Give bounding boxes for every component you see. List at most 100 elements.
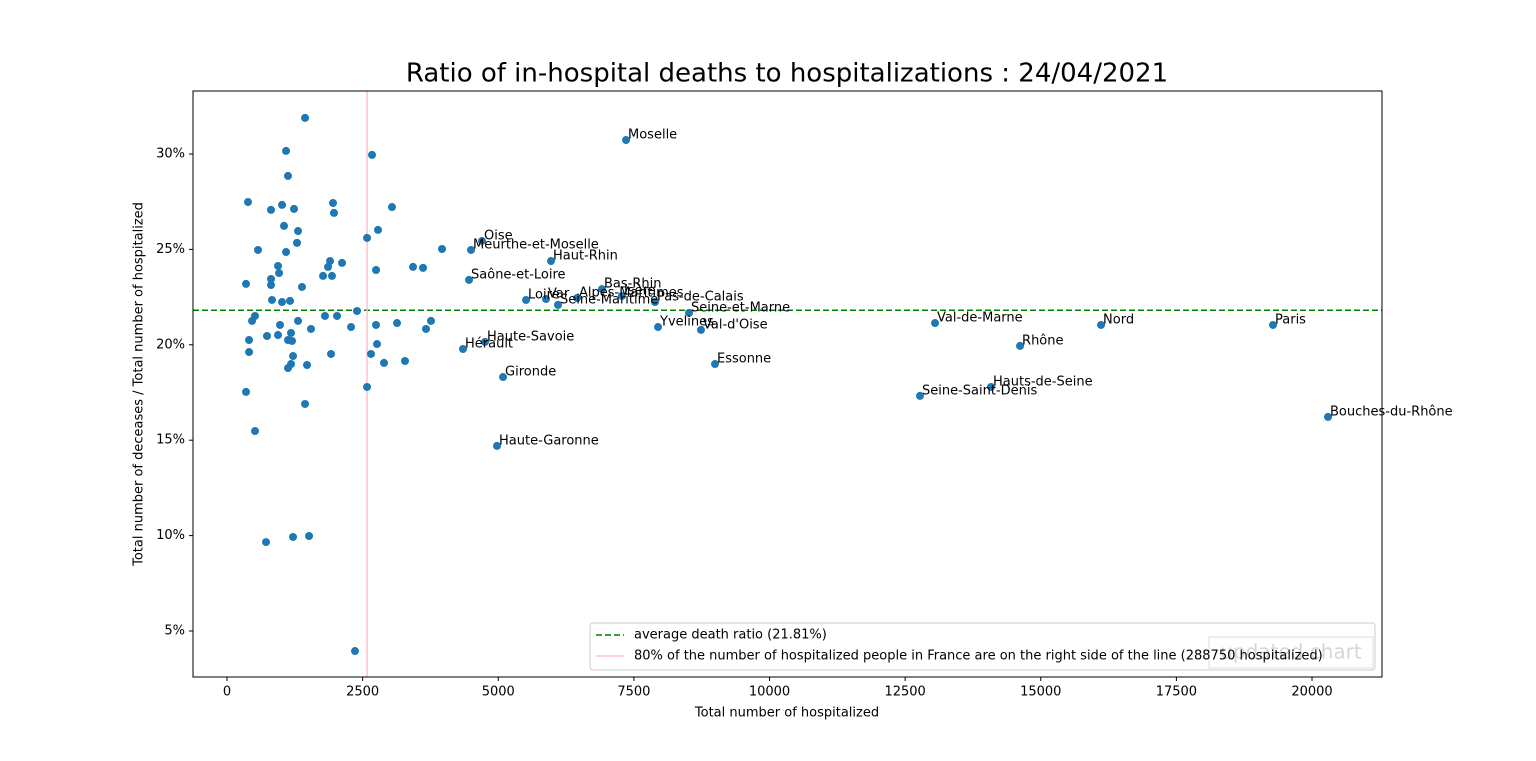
point-label: Seine-Maritime <box>560 292 658 307</box>
point <box>401 357 410 366</box>
point <box>654 323 663 332</box>
point <box>301 113 310 122</box>
y-tick-label: 20% <box>156 337 185 352</box>
point-label: Val-de-Marne <box>937 311 1023 326</box>
point-label: Haute-Garonne <box>499 433 599 448</box>
point <box>274 331 283 340</box>
point <box>481 337 490 346</box>
point <box>329 208 338 217</box>
legend-label: average death ratio (21.81%) <box>634 628 827 643</box>
point <box>372 320 381 329</box>
x-tick-label: 7500 <box>617 685 650 700</box>
point <box>289 532 298 541</box>
point <box>327 271 336 280</box>
point <box>283 364 292 373</box>
point <box>477 236 486 245</box>
point <box>333 311 342 320</box>
plot-frame <box>192 90 1383 678</box>
x-tick-label: 2500 <box>346 685 379 700</box>
x-axis-label: Total number of hospitalized <box>694 706 879 721</box>
y-axis-label: Total number of deceases / Total number … <box>132 202 147 567</box>
point-label: Seine-Saint-Denis <box>922 383 1038 398</box>
point-label: Haut-Rhin <box>553 249 618 264</box>
y-tick-label: 10% <box>156 528 185 543</box>
point-label: Val-d'Oise <box>703 317 768 332</box>
point <box>324 262 333 271</box>
point <box>267 205 276 214</box>
legend-label: 80% of the number of hospitalized people… <box>634 649 1323 664</box>
point <box>409 262 418 271</box>
point <box>305 531 314 540</box>
point <box>248 316 257 325</box>
point <box>467 245 476 254</box>
point <box>352 307 361 316</box>
point-label: Seine-et-Marne <box>691 300 790 315</box>
point <box>597 285 606 294</box>
point <box>253 245 262 254</box>
point <box>366 349 375 358</box>
y-tick-label: 15% <box>156 433 185 448</box>
point-label: Meurthe-et-Moselle <box>473 237 599 252</box>
point-label: Yvelines <box>659 315 714 330</box>
point <box>618 291 627 300</box>
y-tick-label: 30% <box>156 146 185 161</box>
point <box>301 399 310 408</box>
point <box>283 171 292 180</box>
point <box>1097 320 1106 329</box>
point <box>363 382 372 391</box>
point <box>267 274 276 283</box>
point <box>274 261 283 270</box>
point <box>282 146 291 155</box>
point <box>465 275 474 284</box>
point <box>546 257 555 266</box>
point <box>245 348 254 357</box>
point <box>282 248 291 257</box>
point <box>289 352 298 361</box>
watermark-box <box>1208 636 1374 669</box>
x-tick-label: 5000 <box>482 685 515 700</box>
point <box>244 198 253 207</box>
point <box>522 295 531 304</box>
point-label: Alpes-Maritimes <box>579 286 684 301</box>
point <box>242 387 251 396</box>
point <box>320 311 329 320</box>
point-label: Oise <box>484 228 513 243</box>
point <box>493 441 502 450</box>
point <box>373 225 382 234</box>
point <box>303 361 312 370</box>
point-label: Hauts-de-Seine <box>993 374 1093 389</box>
point <box>288 336 297 345</box>
point <box>338 258 347 267</box>
point <box>459 344 468 353</box>
point <box>368 150 377 159</box>
point <box>285 296 294 305</box>
point-label: Loire <box>528 287 560 302</box>
point <box>290 204 299 213</box>
point <box>916 391 925 400</box>
point <box>499 373 508 382</box>
point <box>278 200 287 209</box>
point <box>297 282 306 291</box>
point-label: Saône-et-Loire <box>471 267 566 282</box>
point <box>292 238 301 247</box>
point-label: Paris <box>1275 312 1306 327</box>
y-tick-label: 25% <box>156 242 185 257</box>
point <box>327 349 336 358</box>
point <box>372 265 381 274</box>
point-label: Gironde <box>505 365 556 380</box>
point <box>267 281 276 290</box>
y-tick-label: 5% <box>164 624 185 639</box>
point <box>393 319 402 328</box>
point-label: Haute-Savoie <box>487 329 574 344</box>
watermark: updated chart <box>1220 640 1362 664</box>
point <box>542 294 551 303</box>
x-tick-label: 12500 <box>884 685 925 700</box>
point <box>287 328 296 337</box>
point-label: Essonne <box>717 352 771 367</box>
point <box>696 325 705 334</box>
point <box>650 298 659 307</box>
point <box>267 295 276 304</box>
point <box>422 324 431 333</box>
point <box>380 358 389 367</box>
